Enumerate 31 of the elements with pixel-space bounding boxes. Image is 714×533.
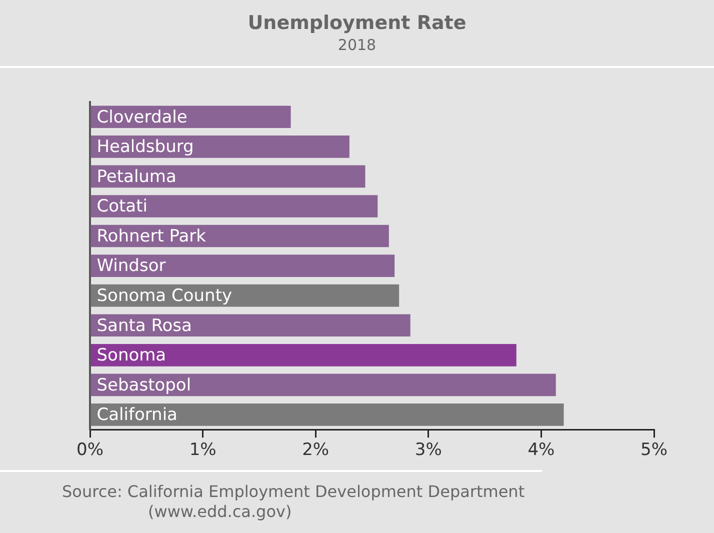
y-tick-label: Sonoma <box>96 346 166 366</box>
bar <box>90 195 378 218</box>
y-tick-label: Sonoma County <box>96 286 232 306</box>
bar <box>90 106 291 128</box>
bar <box>90 136 350 158</box>
bar <box>90 404 564 426</box>
chart-subtitle: 2018 <box>336 36 378 54</box>
bar <box>90 165 366 188</box>
y-tick-label: California <box>96 405 178 426</box>
x-tick-label: 0% <box>76 440 104 460</box>
y-tick-label: Petaluma <box>96 166 176 187</box>
y-tick-label: Rohnert Park <box>96 226 206 246</box>
bar <box>90 254 395 277</box>
bar <box>90 314 410 337</box>
x-tick-label: 5% <box>640 440 668 460</box>
bar <box>90 284 400 307</box>
y-tick-label: Cloverdale <box>96 107 188 128</box>
x-tick-label: 3% <box>414 440 442 460</box>
bar <box>90 224 389 248</box>
y-tick-label: Healdsburg <box>96 137 194 158</box>
chart-title: Unemployment Rate <box>246 11 468 34</box>
y-tick-label: Sebastopol <box>96 375 192 396</box>
y-tick-label: Santa Rosa <box>96 316 192 336</box>
bar <box>90 344 516 366</box>
y-tick-label: Cotati <box>96 196 148 217</box>
y-tick-label: Windsor <box>96 256 166 276</box>
source-note: Source: California Employment Development Department (www.edd.ca.gov) <box>62 482 526 522</box>
x-tick-label: 2% <box>302 440 330 460</box>
bar <box>90 374 556 396</box>
x-tick-label: 4% <box>528 440 555 460</box>
x-tick-label: 1% <box>189 440 216 460</box>
